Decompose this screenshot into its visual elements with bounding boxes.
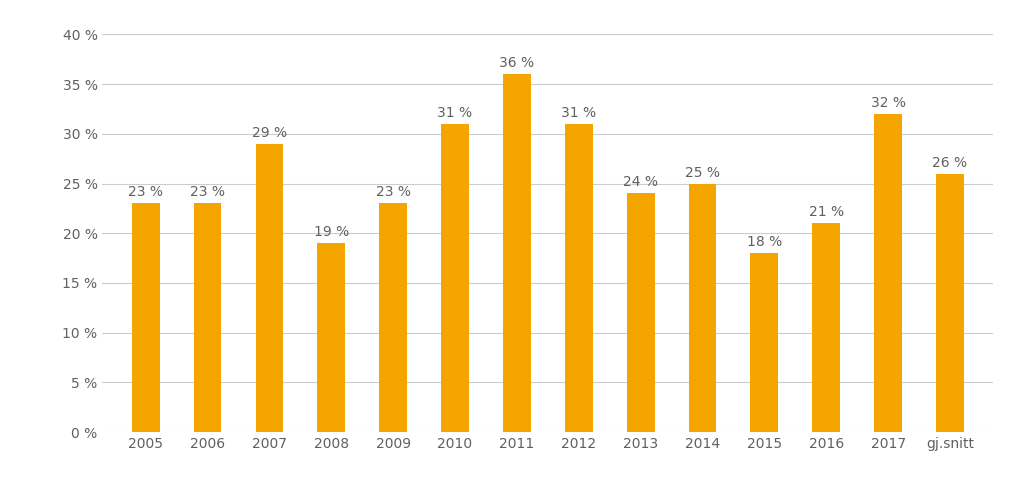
Bar bbox=[503, 74, 530, 432]
Text: 26 %: 26 % bbox=[933, 156, 968, 169]
Text: 36 %: 36 % bbox=[500, 56, 535, 70]
Text: 25 %: 25 % bbox=[685, 165, 720, 180]
Bar bbox=[317, 243, 345, 432]
Text: 19 %: 19 % bbox=[313, 225, 349, 239]
Bar bbox=[874, 114, 902, 432]
Bar bbox=[132, 203, 160, 432]
Bar bbox=[936, 173, 964, 432]
Text: 23 %: 23 % bbox=[190, 186, 225, 199]
Text: 24 %: 24 % bbox=[624, 175, 658, 190]
Bar bbox=[256, 144, 284, 432]
Bar bbox=[812, 223, 840, 432]
Bar bbox=[194, 203, 221, 432]
Text: 32 %: 32 % bbox=[870, 96, 905, 110]
Text: 31 %: 31 % bbox=[561, 106, 596, 120]
Text: 29 %: 29 % bbox=[252, 126, 287, 140]
Bar bbox=[565, 124, 593, 432]
Bar bbox=[751, 253, 778, 432]
Bar bbox=[627, 193, 654, 432]
Text: 31 %: 31 % bbox=[437, 106, 473, 120]
Bar bbox=[379, 203, 408, 432]
Bar bbox=[688, 184, 717, 432]
Text: 23 %: 23 % bbox=[376, 186, 411, 199]
Text: 18 %: 18 % bbox=[746, 235, 782, 249]
Text: 21 %: 21 % bbox=[809, 205, 844, 219]
Text: 23 %: 23 % bbox=[128, 186, 163, 199]
Bar bbox=[441, 124, 469, 432]
